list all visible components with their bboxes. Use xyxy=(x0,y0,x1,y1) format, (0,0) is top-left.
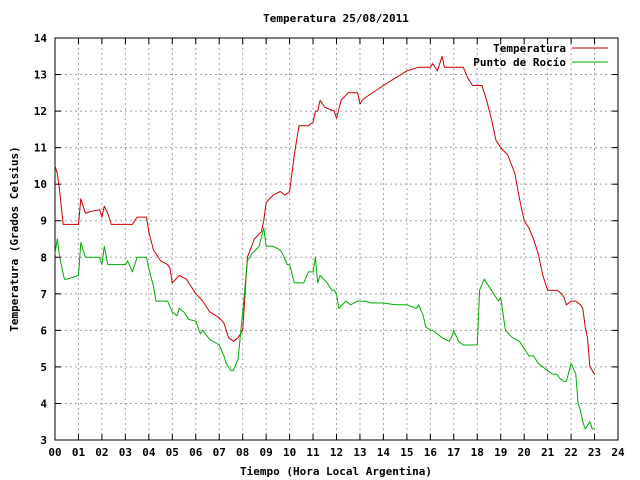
x-tick-label: 15 xyxy=(400,446,413,459)
y-tick-label: 6 xyxy=(40,324,47,337)
x-tick-label: 05 xyxy=(166,446,179,459)
grid-lines xyxy=(55,38,618,440)
x-tick-label: 11 xyxy=(306,446,320,459)
x-axis-label: Tiempo (Hora Local Argentina) xyxy=(240,465,432,478)
x-tick-label: 23 xyxy=(588,446,601,459)
y-tick-label: 11 xyxy=(34,142,48,155)
legend-label: Punto de Rocío xyxy=(473,56,566,69)
y-tick-label: 5 xyxy=(40,361,47,374)
y-tick-label: 14 xyxy=(34,32,48,45)
x-tick-label: 16 xyxy=(424,446,438,459)
x-tick-label: 07 xyxy=(213,446,226,459)
series-line-temperatura xyxy=(54,55,595,375)
series-lines xyxy=(54,55,595,430)
x-tick-label: 13 xyxy=(353,446,366,459)
series-line-punto-de-rocio xyxy=(54,227,595,430)
y-tick-label: 10 xyxy=(34,178,47,191)
y-tick-label: 7 xyxy=(40,288,47,301)
x-tick-label: 08 xyxy=(236,446,249,459)
x-tick-label: 19 xyxy=(494,446,507,459)
x-tick-label: 04 xyxy=(142,446,156,459)
x-tick-label: 01 xyxy=(72,446,86,459)
x-axis: 00 01 02 03 04 05 06 07 08 09 10 11 12 13 14 15 16 17 18 19… xyxy=(48,38,625,459)
x-tick-label: 24 xyxy=(611,446,625,459)
x-tick-label: 20 xyxy=(518,446,531,459)
y-tick-label: 13 xyxy=(34,69,47,82)
x-tick-label: 14 xyxy=(377,446,391,459)
x-tick-label: 06 xyxy=(189,446,203,459)
y-axis: 3 4 5 6 7 8 9 10 11 12 13 14 xyxy=(34,32,618,447)
x-tick-label: 22 xyxy=(564,446,577,459)
y-tick-label: 9 xyxy=(40,215,47,228)
y-tick-label: 4 xyxy=(40,397,47,410)
x-tick-label: 18 xyxy=(471,446,484,459)
x-tick-label: 00 xyxy=(48,446,61,459)
x-tick-label: 09 xyxy=(260,446,273,459)
y-tick-label: 8 xyxy=(40,251,47,264)
x-tick-label: 21 xyxy=(541,446,555,459)
x-tick-label: 02 xyxy=(95,446,108,459)
x-tick-label: 03 xyxy=(119,446,132,459)
legend-label: Temperatura xyxy=(493,42,566,55)
x-tick-label: 10 xyxy=(283,446,296,459)
y-tick-label: 12 xyxy=(34,105,47,118)
y-tick-label: 3 xyxy=(40,434,47,447)
x-tick-label: 12 xyxy=(330,446,343,459)
y-axis-label: Temperatura (Grados Celsius) xyxy=(8,146,21,331)
x-tick-label: 17 xyxy=(447,446,460,459)
chart-title: Temperatura 25/08/2011 xyxy=(263,12,409,25)
